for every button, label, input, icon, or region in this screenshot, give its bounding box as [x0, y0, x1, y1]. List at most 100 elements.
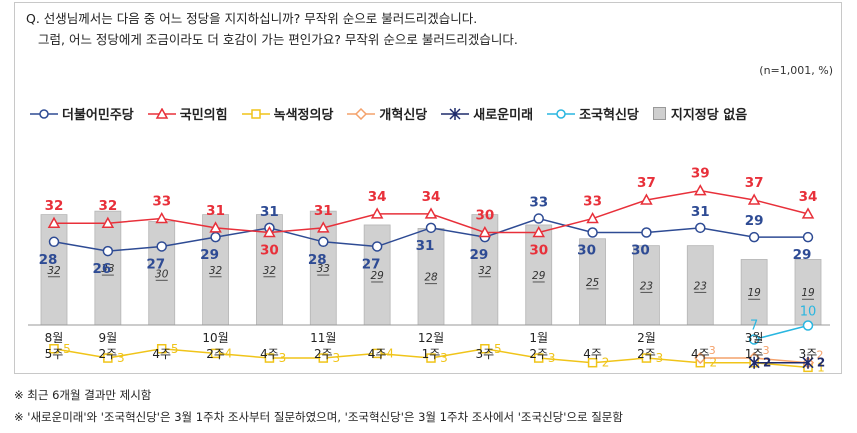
x-tick-label: 3주 [476, 347, 495, 361]
legend-line-diamond-icon [347, 107, 376, 120]
series-value-label: 4 [386, 346, 394, 360]
series-marker [425, 222, 437, 234]
bar-value-label: 19 [747, 287, 761, 299]
series-value-label: 30 [529, 243, 548, 259]
series-value-label: 3 [656, 351, 664, 365]
legend-bar-swatch-icon [652, 107, 666, 120]
x-tick-label: 2주 [529, 347, 548, 361]
series-line [753, 324, 809, 341]
x-tick-label: 1주 [422, 347, 441, 361]
x-tick-label: 12월 [418, 331, 444, 345]
series-marker [156, 241, 167, 252]
series-value-label: 10 [800, 305, 817, 320]
series-value-label: 27 [362, 256, 381, 272]
legend-line-triangle-icon [147, 107, 176, 119]
bar-value-label: 23 [694, 280, 707, 292]
x-tick-label: 8월 [45, 331, 64, 345]
series-marker [640, 193, 653, 205]
bar-no-party [94, 210, 122, 326]
x-tick-label: 5주 [45, 347, 64, 361]
series-marker [478, 225, 492, 238]
series-marker [263, 225, 276, 238]
series-marker [318, 236, 329, 248]
series-marker [155, 212, 168, 224]
series-marker [748, 334, 760, 345]
series-marker [371, 241, 383, 252]
series-value-label: 31 [206, 203, 225, 219]
x-tick-label: 4주 [368, 347, 387, 361]
legend-item-reform: 개혁신당 [347, 104, 427, 123]
series-value-label: 30 [577, 243, 596, 259]
x-tick-label: 2월 [637, 331, 656, 345]
bar-no-party [148, 221, 176, 326]
series-value-label: 3 [548, 351, 556, 365]
series-value-label: 7 [750, 318, 758, 333]
x-tick-label: 2주 [637, 347, 656, 361]
series-marker [695, 222, 706, 234]
bar-value-label: 29 [532, 270, 546, 282]
series-marker [101, 216, 115, 228]
series-value-label: 28 [308, 252, 327, 268]
bar-value-label: 25 [586, 277, 600, 289]
legend-label: 조국혁신당 [579, 108, 639, 123]
series-marker [264, 353, 275, 363]
series-value-label: 39 [691, 166, 710, 182]
series-value-label: 3 [709, 344, 716, 357]
series-marker [802, 320, 814, 331]
series-value-label: 31 [314, 203, 333, 219]
legend-line-star-icon [441, 107, 470, 120]
x-tick-label: 4주 [583, 347, 602, 361]
series-marker [370, 207, 384, 219]
series-value-label: 3 [440, 351, 448, 365]
series-marker [317, 221, 330, 233]
bar-no-party [525, 224, 553, 326]
bar-value-label: 33 [317, 263, 330, 275]
series-value-label: 3 [763, 344, 770, 357]
series-marker [586, 212, 599, 224]
legend-item-green-justice: 녹색정의당 [241, 104, 334, 123]
series-value-label: 34 [799, 189, 818, 205]
bar-value-label: 23 [640, 280, 653, 292]
question-line-2: 그럼, 어느 정당에게 조금이라도 더 호감이 가는 편인가요? 무작위 순으로… [38, 32, 518, 47]
bar-no-party [686, 245, 714, 326]
legend-line-open-circle-icon [547, 108, 576, 119]
bar-no-party [740, 259, 768, 326]
series-marker [587, 227, 598, 238]
series-marker [47, 216, 61, 228]
series-value-label: 3 [332, 351, 340, 365]
x-tick-label: 1월 [529, 331, 548, 345]
x-tick-label: 2주 [206, 347, 225, 361]
series-marker [748, 356, 760, 369]
series-marker [156, 344, 167, 354]
series-marker [641, 353, 652, 363]
legend-label: 개혁신당 [379, 108, 428, 123]
series-value-label: 2 [709, 356, 717, 370]
x-tick-label: 4주 [691, 347, 710, 361]
series-marker [210, 348, 221, 359]
bar-value-label: 32 [47, 265, 61, 277]
legend-item-new-future: 새로운미래 [441, 104, 533, 123]
legend-line-circle-icon [30, 108, 58, 119]
sample-size-note: (n=1,001, %) [759, 64, 833, 77]
bar-value-label: 29 [370, 270, 384, 282]
x-tick-label: 4주 [152, 347, 171, 361]
series-marker [533, 213, 544, 224]
series-value-label: 29 [793, 247, 812, 263]
x-tick-label: 2주 [314, 347, 333, 361]
x-tick-label: 3주 [799, 347, 818, 361]
bar-value-label: 28 [424, 272, 438, 284]
series-marker [318, 353, 329, 363]
x-tick-label: 10월 [202, 331, 228, 345]
x-tick-label: 1주 [745, 347, 764, 361]
series-value-label: 31 [416, 238, 435, 254]
bar-value-label: 32 [209, 265, 223, 277]
series-value-label: 2 [602, 356, 610, 370]
series-value-label: 27 [146, 256, 165, 272]
series-marker [209, 221, 222, 233]
series-value-label: 4 [225, 346, 233, 360]
legend-item-rebuilding-korea: 조국혁신당 [547, 104, 639, 123]
series-value-label: 1 [817, 360, 825, 374]
legend-label: 녹색정의당 [273, 108, 334, 123]
series-value-label: 2 [817, 349, 824, 362]
series-value-label: 37 [637, 175, 656, 191]
